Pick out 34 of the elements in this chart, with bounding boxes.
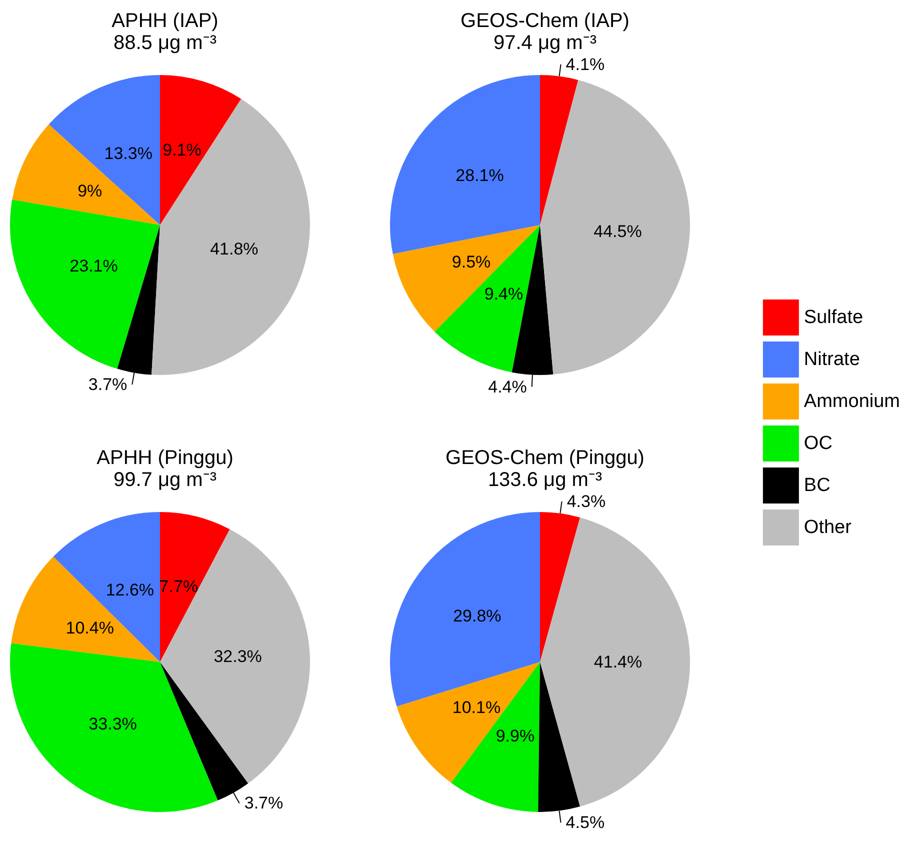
data-label: 41.8%: [210, 240, 258, 259]
legend-label: BC: [804, 475, 830, 496]
data-label: 44.5%: [594, 222, 642, 242]
data-label: 29.8%: [453, 606, 502, 626]
legend-label: Sulfate: [804, 307, 864, 328]
data-label: 4.5%: [566, 813, 605, 832]
data-label: 33.3%: [88, 714, 137, 734]
data-label: 4.4%: [488, 377, 527, 396]
data-label: 3.7%: [88, 375, 128, 394]
legend-label: Ammonium: [804, 391, 900, 412]
legend-label: Other: [804, 517, 852, 538]
data-label: 28.1%: [456, 166, 504, 185]
legend-label: OC: [804, 433, 832, 454]
slice-label: GEOS-Chem (IAP) 97.4 μg m⁻³: [460, 10, 630, 54]
data-label: 23.1%: [70, 256, 118, 276]
data-label: 9.1%: [162, 140, 202, 160]
data-label: 7.7%: [159, 576, 198, 596]
slice-label: GEOS-Chem (Pinggu) 133.6 μg m⁻³: [446, 447, 644, 491]
data-label: 10.1%: [452, 698, 501, 717]
slice-label: APHH (IAP) 88.5 μg m⁻³: [112, 10, 218, 54]
data-label: 9%: [78, 181, 102, 200]
data-label: 41.4%: [594, 652, 642, 672]
data-label: 9.9%: [496, 726, 535, 746]
data-label: 12.6%: [106, 580, 154, 600]
data-label: 32.3%: [214, 646, 262, 666]
data-label: 4.3%: [566, 492, 606, 511]
data-label: 9.5%: [452, 252, 491, 272]
data-label: 9.4%: [484, 284, 524, 304]
data-label: 3.7%: [244, 794, 284, 813]
data-label: 10.4%: [66, 618, 114, 638]
data-label: 4.1%: [566, 54, 605, 74]
slice-label: APHH (Pinggu) 99.7 μg m⁻³: [96, 447, 234, 491]
legend-label: Nitrate: [804, 349, 860, 370]
data-label: 13.3%: [104, 144, 152, 164]
